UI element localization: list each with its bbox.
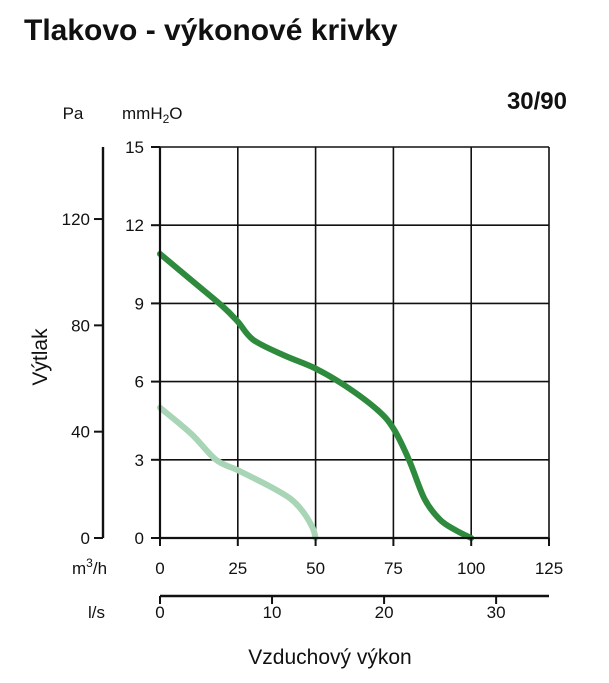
x-primary-tick-label: 0 — [155, 559, 164, 578]
series-line-2 — [157, 404, 319, 541]
x-secondary-tick-label: 10 — [263, 603, 282, 622]
y-secondary-tick-label: 120 — [62, 210, 90, 229]
y-primary-tick-label: 0 — [135, 529, 144, 548]
y-primary-tick-label: 15 — [125, 138, 144, 157]
x-primary-unit-label: m3/h — [72, 556, 107, 578]
y-unit-sub: 2 — [163, 112, 170, 126]
x-secondary-tick-label: 30 — [487, 603, 506, 622]
x-primary-tick-label: 50 — [306, 559, 325, 578]
x-primary-tick-label: 125 — [535, 559, 563, 578]
y-secondary-tick-label: 80 — [71, 316, 90, 335]
x-secondary-tick-label: 20 — [375, 603, 394, 622]
x-primary-tick-label: 100 — [457, 559, 485, 578]
y-primary-unit-label: mmH2O — [122, 104, 183, 126]
y-secondary-unit-label: Pa — [63, 104, 84, 123]
y-secondary-tick-label: 40 — [71, 423, 90, 442]
x-unit-tail: /h — [93, 559, 107, 578]
x-unit-base: m — [72, 559, 86, 578]
y-primary-tick-label: 9 — [135, 294, 144, 313]
y-unit-base: mmH — [122, 104, 163, 123]
y-unit-tail: O — [169, 104, 182, 123]
model-label: 30/90 — [506, 88, 567, 115]
y-primary-tick-label: 3 — [135, 451, 144, 470]
series-line-1 — [157, 250, 475, 541]
axes: 0 3 6 9 12 15 0 40 80 120 0 25 50 75 100 125 0 10 20 30 — [62, 138, 564, 622]
x-primary-tick-label: 25 — [228, 559, 247, 578]
y-axis-title: Výtlak — [29, 328, 52, 386]
y-secondary-tick-label: 0 — [81, 529, 90, 548]
series-group — [157, 250, 475, 541]
x-primary-tick-label: 75 — [384, 559, 403, 578]
x-secondary-tick-label: 0 — [155, 603, 164, 622]
x-secondary-unit-label: l/s — [88, 603, 105, 622]
y-primary-tick-label: 12 — [125, 216, 144, 235]
x-unit-sup: 3 — [86, 556, 93, 570]
y-primary-tick-label: 6 — [135, 373, 144, 392]
grid — [160, 146, 550, 538]
page-title: Tlakovo - výkonové krivky — [24, 14, 398, 47]
x-axis-title: Vzduchový výkon — [248, 646, 411, 669]
